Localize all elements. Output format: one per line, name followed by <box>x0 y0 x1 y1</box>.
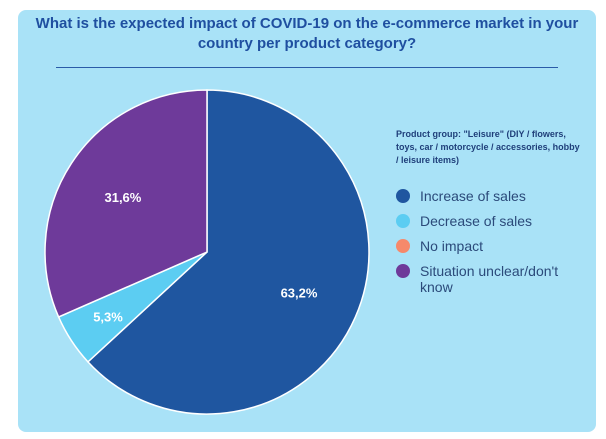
chart-title: What is the expected impact of COVID-19 … <box>35 15 579 52</box>
legend-item-unclear: Situation unclear/don't know <box>396 263 586 295</box>
legend-label-no-impact: No impact <box>420 238 484 254</box>
pie-slice-unclear <box>44 89 208 318</box>
legend-swatch-unclear <box>396 264 410 278</box>
legend-item-decrease: Decrease of sales <box>396 213 586 229</box>
pie-label-decrease: 5,3% <box>93 310 123 325</box>
legend-item-no-impact: No impact <box>396 238 586 254</box>
legend-label-decrease: Decrease of sales <box>420 213 533 229</box>
legend: Increase of sales Decrease of sales No i… <box>396 188 586 304</box>
pie-label-increase: 63,2% <box>281 285 318 300</box>
legend-subtitle: Product group: "Leisure" (DIY / flowers,… <box>396 129 580 165</box>
pie-label-unclear: 31,6% <box>104 190 141 205</box>
legend-label-unclear: Situation unclear/don't know <box>420 263 559 295</box>
legend-swatch-decrease <box>396 214 410 228</box>
legend-swatch-increase <box>396 189 410 203</box>
title-divider <box>56 67 558 68</box>
legend-item-increase: Increase of sales <box>396 188 586 204</box>
pie-slice-increase <box>86 89 370 415</box>
legend-label-increase: Increase of sales <box>420 188 526 204</box>
legend-swatch-no-impact <box>396 239 410 253</box>
